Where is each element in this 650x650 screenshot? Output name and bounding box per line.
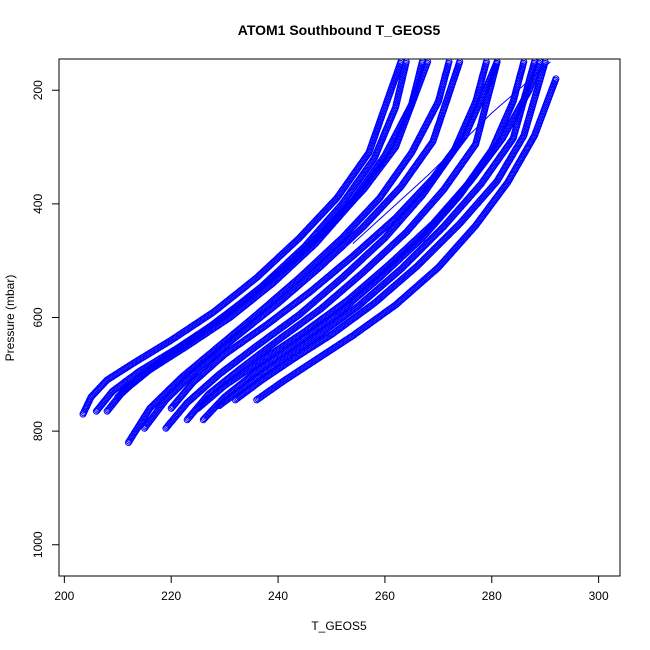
y-axis-label: Pressure (mbar) xyxy=(3,275,17,362)
y-tick-label: 600 xyxy=(31,307,45,327)
data-point xyxy=(397,59,405,66)
series-4 xyxy=(114,59,432,401)
data-point xyxy=(402,59,410,66)
y-axis: 200 400 600 800 1000 xyxy=(31,80,59,558)
series-1 xyxy=(79,59,405,418)
x-tick-label: 300 xyxy=(589,589,609,603)
x-tick-label: 240 xyxy=(268,589,288,603)
y-tick-label: 400 xyxy=(31,194,45,214)
plot-area xyxy=(79,59,560,446)
x-tick-label: 260 xyxy=(375,589,395,603)
data-point xyxy=(379,236,386,244)
x-axis: 200 220 240 260 280 300 xyxy=(54,576,609,603)
y-tick-label: 1000 xyxy=(31,531,45,558)
x-axis-label: T_GEOS5 xyxy=(311,619,367,633)
series-6 xyxy=(141,59,464,432)
x-tick-label: 220 xyxy=(161,589,181,603)
data-point xyxy=(456,59,464,66)
data-marks xyxy=(79,59,560,446)
data-point xyxy=(424,59,432,66)
x-tick-label: 280 xyxy=(482,589,502,603)
chart-title: ATOM1 Southbound T_GEOS5 xyxy=(238,22,441,38)
y-tick-label: 200 xyxy=(31,80,45,100)
data-point xyxy=(482,59,490,66)
x-tick-label: 200 xyxy=(54,589,74,603)
series-8 xyxy=(183,59,501,424)
y-tick-label: 800 xyxy=(31,421,45,441)
data-point xyxy=(445,59,453,66)
series-13 xyxy=(194,59,544,412)
